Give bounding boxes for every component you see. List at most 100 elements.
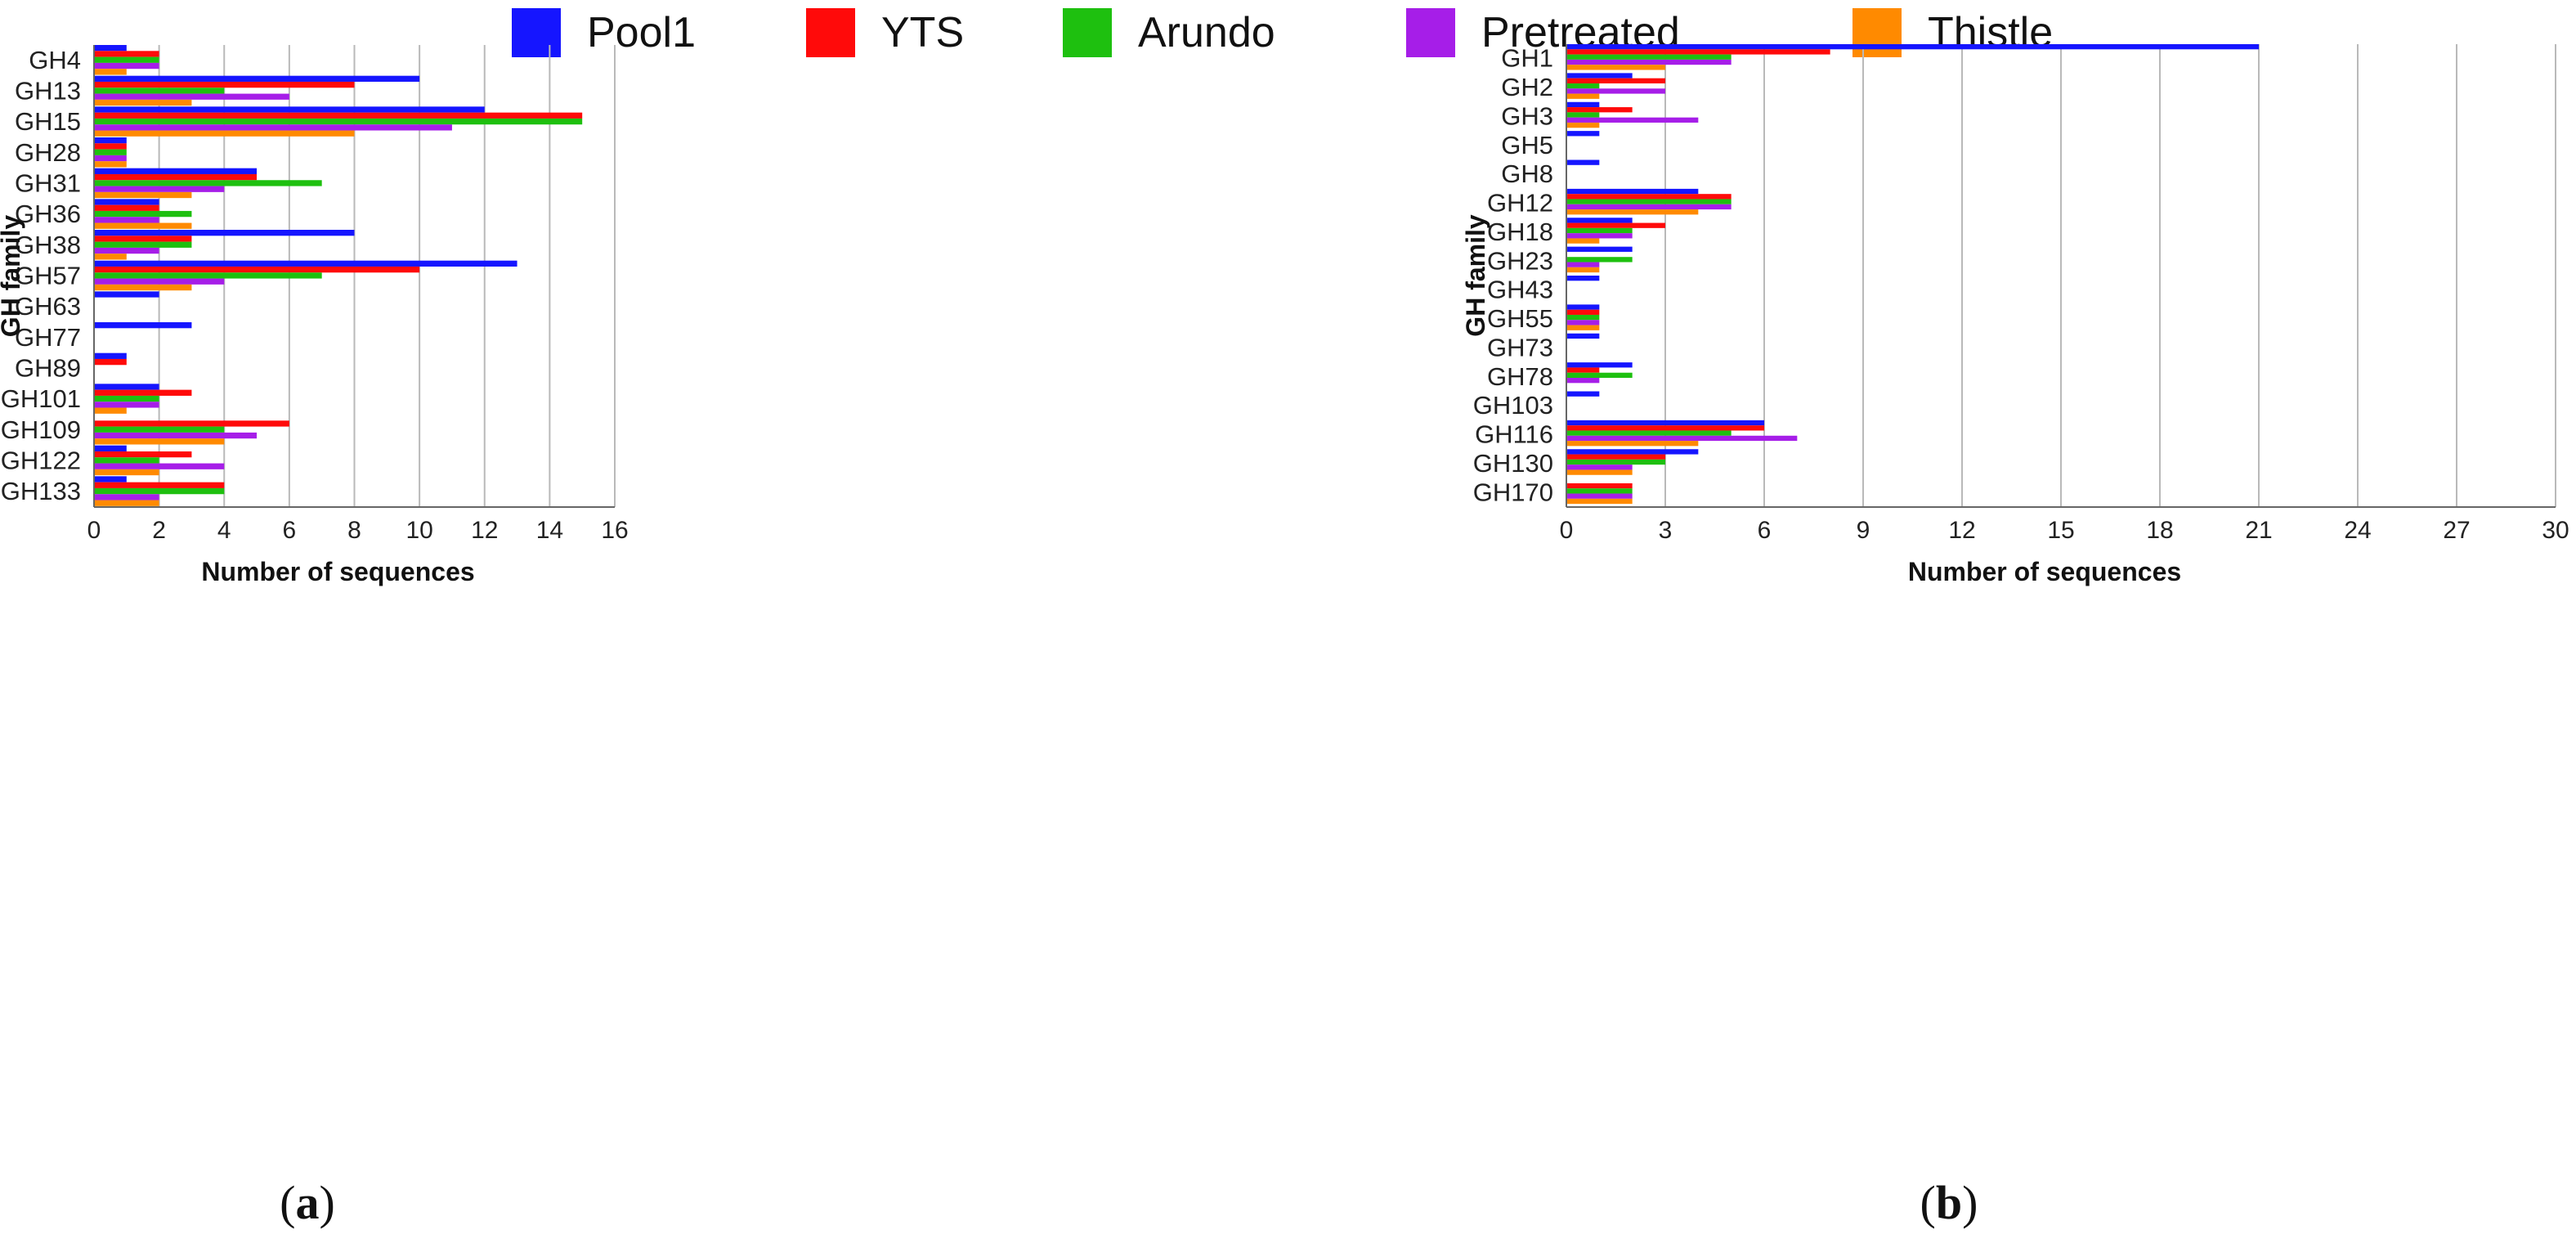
bar-gh101-thistle <box>94 407 127 414</box>
x-tick-label: 18 <box>2146 517 2173 544</box>
bar-gh2-pretreated <box>1566 88 1665 94</box>
bar-gh133-pool1 <box>94 476 127 483</box>
bar-gh13-arundo <box>94 88 225 94</box>
bar-gh28-yts <box>94 143 127 150</box>
bar-gh170-arundo <box>1566 488 1633 494</box>
category-label: GH8 <box>1501 159 1553 188</box>
bar-gh23-arundo <box>1566 257 1633 263</box>
bar-gh130-pool1 <box>1566 449 1699 455</box>
bar-gh122-yts <box>94 451 192 458</box>
bar-gh36-pool1 <box>94 199 159 205</box>
bar-gh122-pretreated <box>94 463 225 469</box>
x-axis-title: Number of sequences <box>1908 557 2181 586</box>
x-tick-label: 24 <box>2344 517 2371 544</box>
bar-gh77-pool1 <box>94 322 192 329</box>
bar-gh3-arundo <box>1566 112 1600 118</box>
bar-gh13-pretreated <box>94 93 289 100</box>
bar-gh38-arundo <box>94 241 192 248</box>
bar-gh4-pretreated <box>94 62 159 70</box>
bar-gh28-arundo <box>94 149 127 155</box>
panel-label: (b) <box>1920 1176 1978 1229</box>
x-tick-label: 0 <box>1560 517 1574 544</box>
x-tick-label: 14 <box>536 517 563 544</box>
legend-item-arundo: Arundo <box>1063 8 1275 57</box>
bar-gh1-pool1 <box>1566 44 2259 50</box>
bar-gh55-pool1 <box>1566 304 1600 310</box>
x-tick-label: 16 <box>601 517 628 544</box>
bar-gh18-arundo <box>1566 227 1633 234</box>
bar-gh15-arundo <box>94 118 583 125</box>
bar-gh31-pool1 <box>94 168 258 174</box>
bar-gh73-pool1 <box>1566 333 1600 339</box>
bar-gh18-pool1 <box>1566 218 1633 223</box>
x-tick-label: 9 <box>1857 517 1870 544</box>
bar-gh2-arundo <box>1566 83 1600 89</box>
bar-gh109-pretreated <box>94 432 258 439</box>
y-axis-title: GH family <box>0 215 25 338</box>
bar-gh55-pretreated <box>1566 320 1600 325</box>
bar-gh133-yts <box>94 482 225 488</box>
bar-gh18-thistle <box>1566 238 1600 244</box>
bar-gh116-pool1 <box>1566 420 1764 426</box>
bar-gh4-arundo <box>94 56 159 63</box>
bar-gh57-arundo <box>94 272 322 279</box>
bar-gh13-thistle <box>94 99 192 106</box>
bar-gh116-pretreated <box>1566 435 1798 442</box>
bar-gh170-thistle <box>1566 498 1633 505</box>
bar-gh78-pretreated <box>1566 378 1600 384</box>
bar-gh12-pool1 <box>1566 188 1699 195</box>
bar-gh3-pool1 <box>1566 101 1600 108</box>
category-label: GH109 <box>1 415 81 444</box>
bar-gh38-yts <box>94 236 192 242</box>
category-label: GH15 <box>15 107 81 136</box>
chart-a: GH4GH13GH15GH28GH31GH36GH38GH57GH63GH77G… <box>0 45 629 1229</box>
bar-gh12-pretreated <box>1566 204 1732 210</box>
bar-gh2-pool1 <box>1566 73 1633 79</box>
category-label: GH122 <box>1 447 81 475</box>
bar-gh31-yts <box>94 173 258 181</box>
bar-gh101-arundo <box>94 395 159 402</box>
x-tick-label: 2 <box>152 517 166 544</box>
y-axis-title: GH family <box>1461 214 1490 337</box>
bar-gh170-yts <box>1566 483 1633 489</box>
bar-gh78-yts <box>1566 367 1600 373</box>
bar-gh57-pretreated <box>94 278 225 285</box>
bar-gh109-thistle <box>94 438 225 445</box>
bar-gh28-thistle <box>94 161 127 168</box>
bar-gh55-thistle <box>1566 325 1600 330</box>
bar-gh57-yts <box>94 266 420 273</box>
bar-gh4-thistle <box>94 69 127 75</box>
category-label: GH55 <box>1487 304 1553 333</box>
bar-gh101-pretreated <box>94 402 159 408</box>
bar-gh101-yts <box>94 389 192 396</box>
bar-gh15-pool1 <box>94 106 485 113</box>
legend-swatch-arundo <box>1063 8 1112 57</box>
x-axis-title: Number of sequences <box>201 557 474 586</box>
bar-gh12-thistle <box>1566 209 1699 215</box>
bar-gh18-pretreated <box>1566 233 1633 239</box>
bar-gh130-arundo <box>1566 459 1665 465</box>
x-tick-label: 15 <box>2047 517 2074 544</box>
bar-gh57-thistle <box>94 284 192 291</box>
x-tick-label: 10 <box>405 517 432 544</box>
category-label: GH13 <box>15 77 81 105</box>
bar-gh103-pool1 <box>1566 391 1600 397</box>
bar-gh116-thistle <box>1566 441 1699 447</box>
bar-gh122-pool1 <box>94 445 127 451</box>
category-label: GH101 <box>1 384 81 413</box>
category-label: GH1 <box>1501 44 1553 73</box>
legend-label-yts: YTS <box>881 9 965 56</box>
category-label: GH133 <box>1 477 81 505</box>
bar-gh3-pretreated <box>1566 117 1699 123</box>
bar-gh12-yts <box>1566 194 1732 200</box>
legend-item-yts: YTS <box>806 8 964 57</box>
bar-gh12-arundo <box>1566 199 1732 204</box>
legend-swatch-pool1 <box>512 8 561 57</box>
bar-gh55-arundo <box>1566 314 1600 321</box>
bar-gh31-arundo <box>94 180 322 186</box>
bar-gh78-arundo <box>1566 372 1633 379</box>
bar-gh130-yts <box>1566 454 1665 460</box>
bar-gh4-yts <box>94 51 159 57</box>
category-label: GH77 <box>15 323 81 352</box>
bar-gh116-yts <box>1566 425 1764 431</box>
